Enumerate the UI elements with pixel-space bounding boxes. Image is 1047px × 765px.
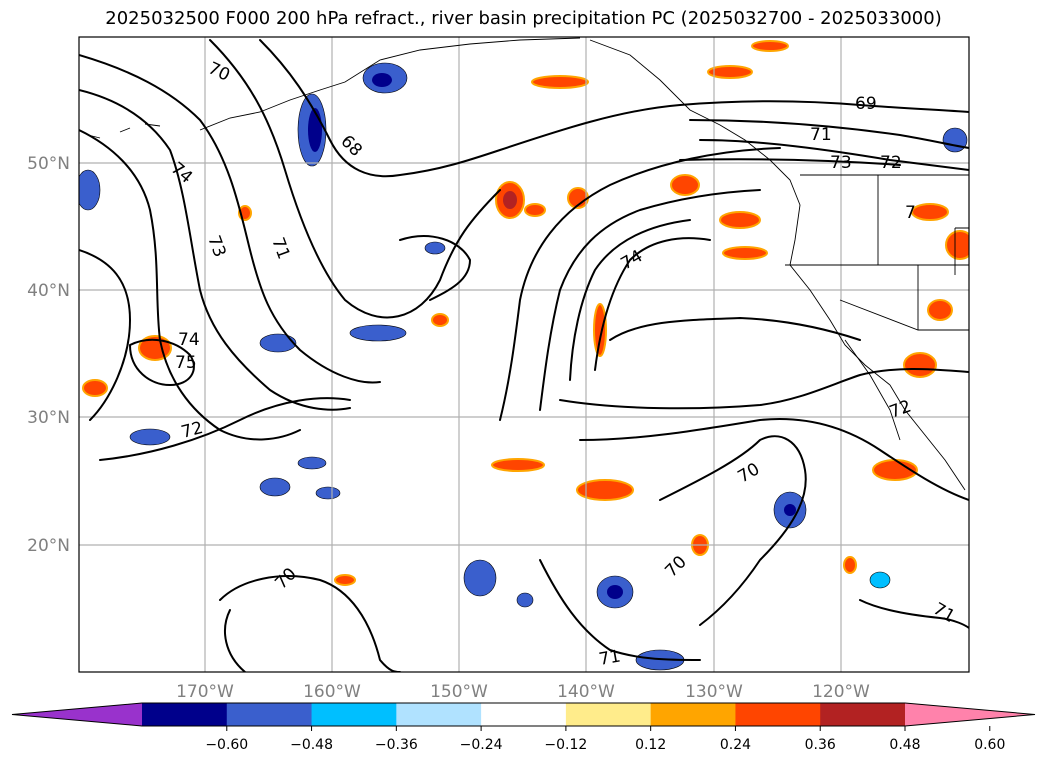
colorbar-tick-label: 0.12 bbox=[635, 737, 666, 753]
map-title: 2025032500 F000 200 hPa refract., river … bbox=[105, 8, 942, 29]
coastlines bbox=[87, 37, 969, 491]
longitude-labels: 170°W 160°W 150°W 140°W 130°W 120°W bbox=[176, 682, 870, 702]
colorbar-segment bbox=[565, 703, 652, 726]
lon-label: 150°W bbox=[430, 682, 488, 702]
lon-label: 160°W bbox=[303, 682, 361, 702]
lon-label: 140°W bbox=[557, 682, 615, 702]
contour-label: 74 bbox=[178, 330, 200, 350]
colorbar: −0.60 −0.48 −0.36 −0.24 −0.12 0.12 0.24 0.36 0.4… bbox=[11, 702, 1036, 753]
lon-label: 170°W bbox=[176, 682, 234, 702]
colorbar-tick-label: −0.60 bbox=[205, 737, 248, 753]
colorbar-tick-label: −0.24 bbox=[460, 737, 503, 753]
contour-label: 72 bbox=[880, 153, 902, 173]
colorbar-segment bbox=[820, 703, 906, 726]
colorbar-tick-label: 0.60 bbox=[974, 737, 1005, 753]
colorbar-tick-label: −0.36 bbox=[375, 737, 418, 753]
contour-label: 75 bbox=[175, 353, 197, 373]
colorbar-segment bbox=[226, 703, 313, 726]
negative-precip-areas bbox=[79, 62, 968, 671]
colorbar-segment bbox=[311, 703, 397, 726]
colorbar-segment bbox=[396, 703, 482, 726]
colorbar-tick-label: 0.48 bbox=[889, 737, 920, 753]
latitude-labels: 50°N 40°N 30°N 20°N bbox=[27, 154, 70, 556]
colorbar-extend-high bbox=[905, 703, 1035, 726]
colorbar-tick-label: 0.24 bbox=[720, 737, 751, 753]
positive-precip-areas bbox=[82, 40, 969, 586]
map-area: 70 68 69 71 73 72 74 73 71 74 75 72 74 7… bbox=[79, 37, 969, 672]
contour-label: 71 bbox=[810, 125, 832, 145]
lat-label: 40°N bbox=[27, 281, 70, 301]
contour-label: 69 bbox=[855, 94, 877, 114]
lon-label: 120°W bbox=[812, 682, 870, 702]
map-frame-bg bbox=[79, 37, 969, 672]
lon-label: 130°W bbox=[685, 682, 743, 702]
contour-label: 7 bbox=[905, 203, 916, 223]
colorbar-tick-label: 0.36 bbox=[805, 737, 836, 753]
refractivity-contours bbox=[79, 39, 969, 672]
colorbar-tick-label: −0.12 bbox=[544, 737, 587, 753]
lat-label: 50°N bbox=[27, 154, 70, 174]
colorbar-outline bbox=[11, 702, 1036, 727]
colorbar-extend-low bbox=[12, 703, 142, 726]
colorbar-segment bbox=[481, 703, 567, 726]
colorbar-segment bbox=[142, 703, 228, 726]
colorbar-segment bbox=[650, 703, 736, 726]
colorbar-segment bbox=[735, 703, 821, 726]
contour-label: 71 bbox=[597, 646, 622, 669]
contour-label: 73 bbox=[830, 153, 852, 173]
lat-label: 30°N bbox=[27, 408, 70, 428]
graticule bbox=[79, 37, 969, 672]
colorbar-tick-label: −0.48 bbox=[290, 737, 333, 753]
map-frame bbox=[78, 36, 970, 673]
lat-label: 20°N bbox=[27, 536, 70, 556]
